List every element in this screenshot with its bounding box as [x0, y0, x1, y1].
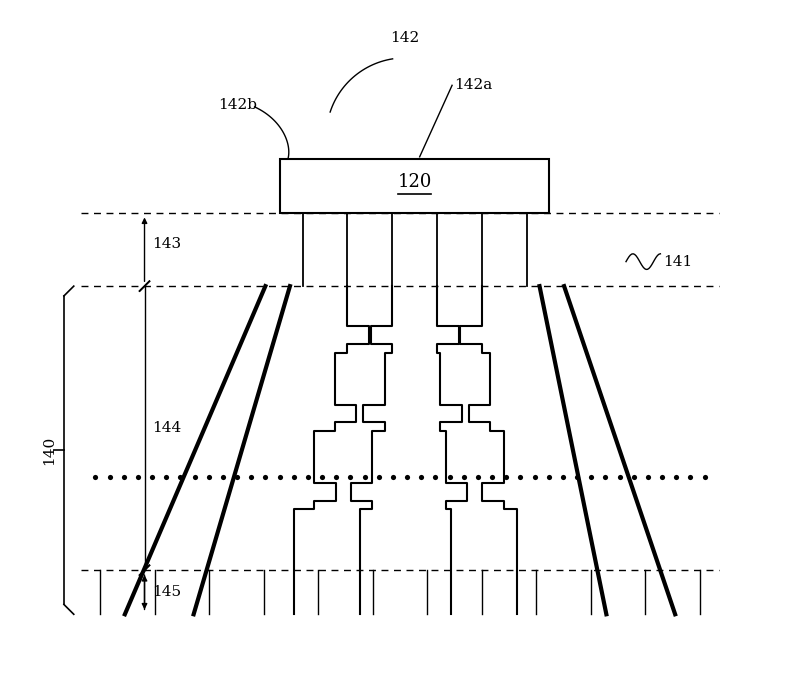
Point	[486, 472, 498, 483]
Point	[302, 472, 314, 483]
Point	[528, 472, 541, 483]
Point	[500, 472, 513, 483]
Point	[217, 472, 230, 483]
Point	[287, 472, 300, 483]
Point	[174, 472, 186, 483]
Point	[570, 472, 583, 483]
Point	[670, 472, 682, 483]
Point	[458, 472, 470, 483]
Text: 142b: 142b	[218, 98, 258, 112]
Point	[146, 472, 158, 483]
Point	[401, 472, 414, 483]
Point	[614, 472, 626, 483]
Text: 142a: 142a	[454, 78, 492, 92]
Point	[599, 472, 612, 483]
Text: 140: 140	[42, 436, 56, 465]
Point	[89, 472, 102, 483]
Point	[358, 472, 371, 483]
Point	[514, 472, 527, 483]
Point	[273, 472, 286, 483]
Point	[557, 472, 570, 483]
Point	[245, 472, 258, 483]
Point	[429, 472, 442, 483]
Point	[443, 472, 456, 483]
Bar	[280, 158, 550, 213]
Text: 143: 143	[152, 237, 182, 252]
Point	[118, 472, 130, 483]
Point	[330, 472, 342, 483]
Text: 141: 141	[663, 254, 693, 269]
Point	[585, 472, 598, 483]
Point	[698, 472, 711, 483]
Point	[202, 472, 215, 483]
Point	[316, 472, 329, 483]
Point	[627, 472, 640, 483]
Point	[372, 472, 385, 483]
Text: 120: 120	[398, 173, 432, 191]
Point	[188, 472, 201, 483]
Point	[344, 472, 357, 483]
Point	[386, 472, 399, 483]
Point	[415, 472, 428, 483]
Point	[542, 472, 555, 483]
Point	[230, 472, 243, 483]
Text: 142: 142	[390, 31, 419, 46]
Point	[684, 472, 697, 483]
Point	[160, 472, 173, 483]
Point	[131, 472, 144, 483]
Point	[259, 472, 272, 483]
Point	[103, 472, 116, 483]
Point	[642, 472, 654, 483]
Text: 144: 144	[152, 421, 182, 435]
Point	[471, 472, 484, 483]
Point	[656, 472, 669, 483]
Text: 145: 145	[152, 585, 182, 599]
